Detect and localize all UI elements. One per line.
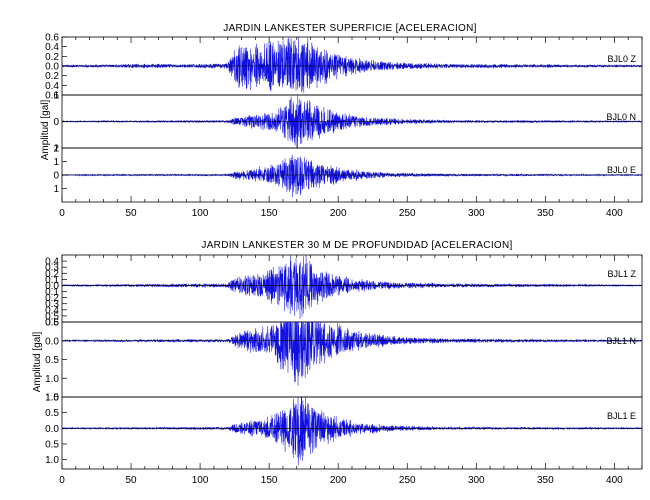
y-tick-label: 0.6: [45, 91, 59, 102]
x-tick-label: 250: [399, 475, 416, 486]
station-label: BJL0 Z: [607, 54, 636, 64]
y-tick-label: 2: [53, 144, 59, 155]
x-tick-label: 50: [125, 208, 137, 219]
x-tick-label: 50: [125, 475, 137, 486]
y-tick-label: 0.1: [45, 275, 59, 286]
y-tick-label: 0.0: [45, 336, 59, 347]
x-tick-label: 200: [330, 475, 347, 486]
x-tick-label: 150: [261, 475, 278, 486]
x-tick-label: 150: [261, 208, 278, 219]
y-tick-label: 0.4: [45, 81, 59, 92]
y-tick-label: 0.6: [45, 33, 59, 44]
y-tick-label: 0.4: [45, 305, 59, 316]
y-tick-label: 1: [53, 184, 59, 195]
waveform-depth-1: [61, 321, 643, 386]
x-tick-label: 100: [192, 208, 209, 219]
x-tick-label: 400: [606, 208, 623, 219]
y-tick-label: 0.4: [45, 42, 59, 53]
y-tick-label: 0.5: [45, 318, 59, 329]
station-label: BJL0 N: [606, 112, 636, 122]
waveform-surface-2: [61, 154, 643, 198]
y-tick-label: 0.5: [45, 408, 59, 419]
y-tick-label: 1.0: [45, 374, 59, 385]
y-tick-label: 0: [53, 171, 59, 182]
waveform-surface-0: [61, 36, 643, 93]
x-tick-label: 350: [537, 208, 554, 219]
y-tick-label: 0.2: [45, 269, 59, 280]
y-tick-label: 0.3: [45, 263, 59, 274]
x-tick-label: 400: [606, 475, 623, 486]
x-tick-label: 200: [330, 208, 347, 219]
y-tick-label: 1: [53, 91, 59, 102]
x-tick-label: 350: [537, 475, 554, 486]
station-label: BJL0 E: [607, 165, 636, 175]
chart-title-depth: JARDIN LANKESTER 30 M DE PROFUNDIDAD [AC…: [201, 240, 512, 251]
x-tick-label: 300: [468, 208, 485, 219]
y-tick-label: 0.6: [45, 318, 59, 329]
x-tick-label: 300: [468, 475, 485, 486]
chart-depth: JARDIN LANKESTER 30 M DE PROFUNDIDAD [AC…: [32, 240, 643, 486]
y-tick-label: 0.2: [45, 71, 59, 82]
x-tick-label: 250: [399, 208, 416, 219]
y-tick-label: 0.3: [45, 299, 59, 310]
y-tick-label: 0.4: [45, 257, 59, 268]
y-tick-label: 0: [53, 117, 59, 128]
y-tick-label: 1: [53, 157, 59, 168]
y-axis-label-depth: Amplitud [gal]: [32, 331, 43, 392]
y-axis-label-surface: Amplitud [gal]: [40, 99, 51, 160]
y-tick-label: 0.0: [45, 281, 59, 292]
chart-surface: JARDIN LANKESTER SUPERFICIE [ACELERACION…: [40, 23, 643, 219]
y-tick-label: 1.0: [45, 455, 59, 466]
y-tick-label: 0.1: [45, 287, 59, 298]
chart-title-surface: JARDIN LANKESTER SUPERFICIE [ACELERACION…: [223, 23, 476, 34]
y-tick-label: 0.2: [45, 52, 59, 63]
x-tick-label: 0: [59, 475, 65, 486]
y-tick-label: 0.5: [45, 311, 59, 322]
waveform-depth-0: [61, 254, 643, 319]
y-tick-label: 0.5: [45, 355, 59, 366]
y-tick-label: 0.5: [45, 439, 59, 450]
waveform-depth-2: [61, 396, 643, 466]
y-tick-label: 0.2: [45, 293, 59, 304]
panel-depth-2: 1.0 0.5 0.0 0.5 1.0 BJL1 E: [45, 393, 643, 470]
x-tick-label: 100: [192, 475, 209, 486]
station-label: BJL1 Z: [607, 269, 636, 279]
y-tick-label: 0.0: [45, 424, 59, 435]
y-tick-label: 1.5: [45, 393, 59, 404]
x-tick-label: 0: [59, 208, 65, 219]
y-tick-label: 1: [53, 144, 59, 155]
panel-frame: [61, 254, 643, 323]
y-tick-label: 0.0: [45, 62, 59, 73]
station-label: BJL1 E: [607, 411, 636, 421]
station-label: BJL1 N: [606, 336, 636, 346]
panel-surface-1: 1 0 1 BJL0 N: [53, 91, 643, 155]
y-tick-label: 1.0: [45, 393, 59, 404]
